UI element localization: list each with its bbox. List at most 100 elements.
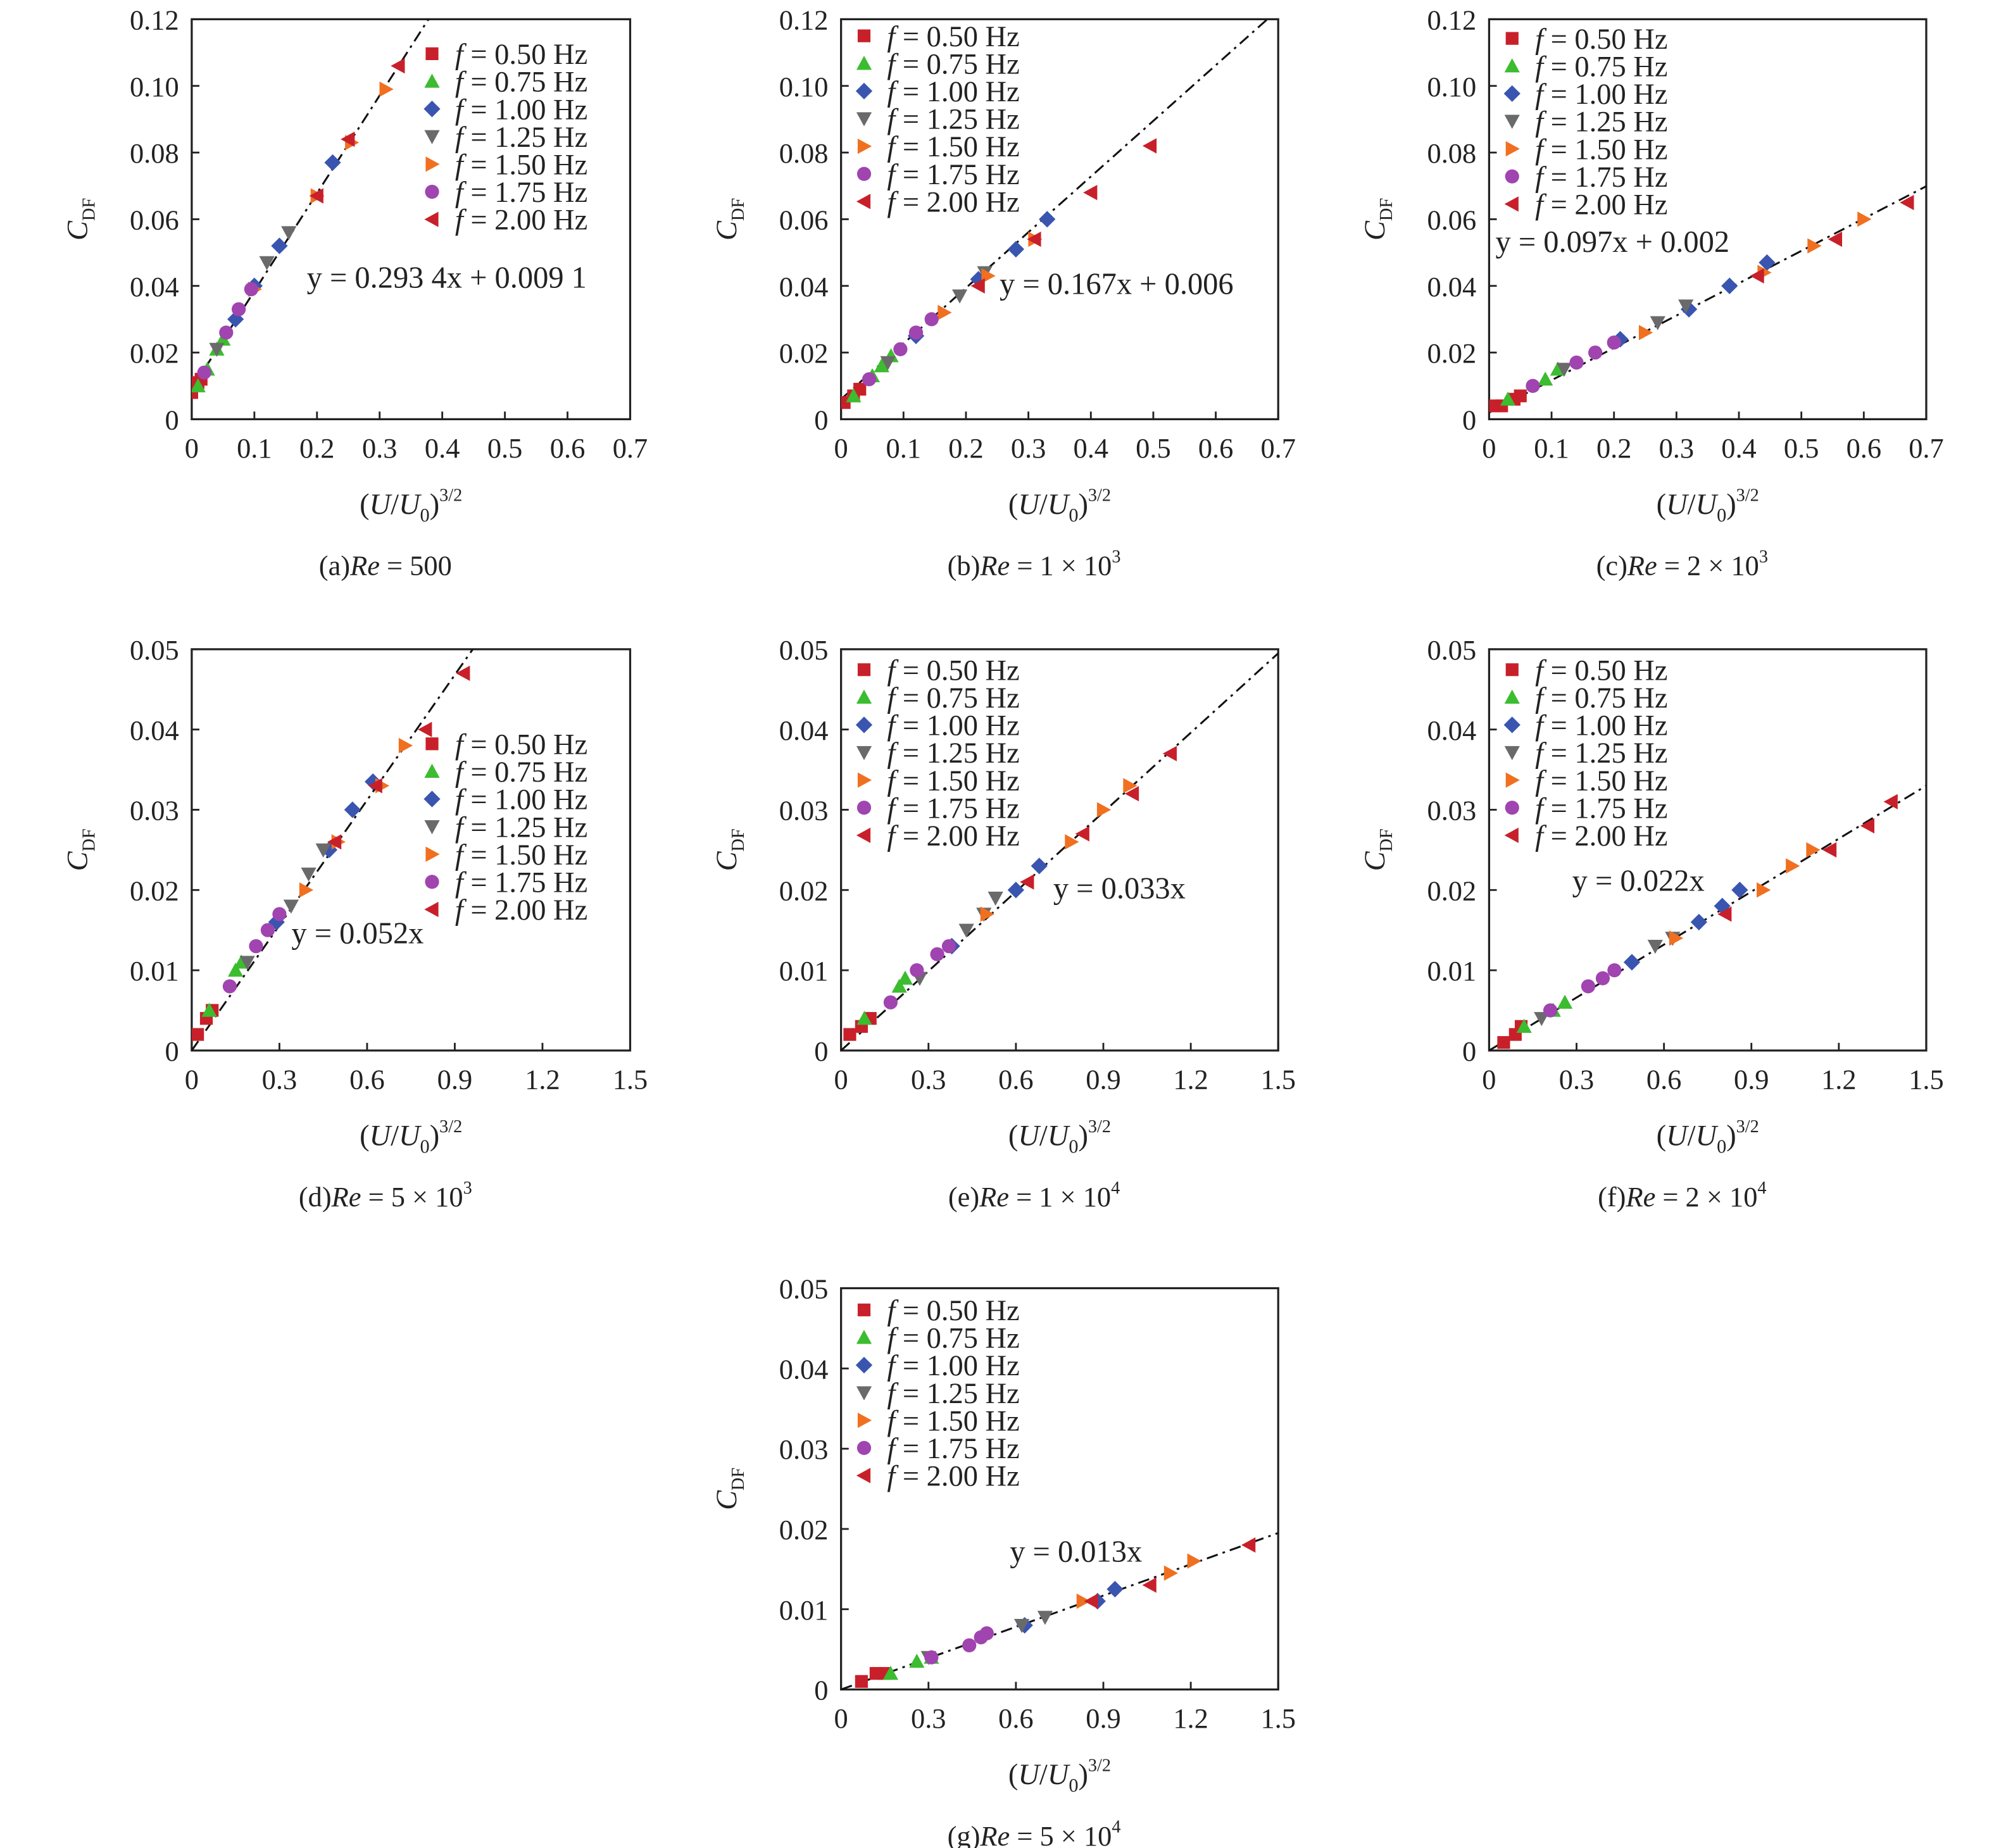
x-axis-label: (U/U0)3/2 (1008, 1756, 1111, 1796)
text-part: = 1.25 Hz (463, 811, 587, 844)
label-text: f = 1.25 Hz (887, 1378, 1019, 1410)
data-point (327, 834, 342, 850)
label-text: f = 1.50 Hz (455, 839, 587, 871)
data-point (893, 342, 908, 356)
text-part: U (399, 1120, 422, 1152)
label-text: f = 0.75 Hz (887, 682, 1019, 715)
text-part: 4 (1757, 1178, 1766, 1198)
series-100 (1612, 254, 1776, 348)
text-part: = 0.50 Hz (1543, 654, 1667, 687)
legend-label: f = 1.25 Hz (455, 811, 587, 844)
y-tick-label: 0.03 (779, 1433, 829, 1465)
text-part: (g) (948, 1820, 981, 1848)
series-050 (843, 1012, 877, 1041)
text-part: / (391, 1120, 399, 1152)
text-part: / (1688, 489, 1696, 521)
data-point (368, 778, 382, 794)
series-175 (197, 282, 258, 380)
x-tick-label: 0.1 (1534, 432, 1569, 464)
text-part: DF (729, 198, 748, 221)
series-175 (883, 939, 956, 1009)
text-part: ( (360, 1120, 369, 1152)
text-part: (f) (1598, 1181, 1626, 1213)
chart-panel-f: 0 0.3 0.6 0.9 1.2 1.500.010.020.030.040.05(U/… (1359, 634, 1944, 1213)
data-point (883, 995, 898, 1009)
y-tick-label: 0.05 (1427, 634, 1476, 666)
text-part: 0 (420, 1135, 430, 1157)
y-axis-label: CDF (61, 198, 99, 240)
text-part: DF (79, 198, 99, 221)
data-point (301, 867, 317, 882)
legend-label: f = 1.75 Hz (455, 177, 587, 209)
x-tick-label: 0.6 (1847, 432, 1882, 464)
data-point (1757, 882, 1771, 898)
legend-marker (424, 130, 440, 144)
chart-panel-b: 0 0.1 0.2 0.3 0.4 0.5 0.6 0.7 0 0.02 0.04 0.06 0.08 0… (711, 4, 1296, 582)
label-text: f = 1.75 Hz (455, 867, 587, 899)
text-part: = 1.50 Hz (895, 1405, 1019, 1437)
label-text: f = 0.50 Hz (455, 39, 587, 71)
y-tick-label: 0.10 (1427, 71, 1476, 103)
text-part: ) (1078, 1759, 1088, 1791)
legend-label: f = 2.00 Hz (887, 1461, 1019, 1493)
chart-panel-d: 0 0.3 0.6 0.9 1.2 1.500.010.020.030.040.05(U/… (61, 634, 648, 1213)
text-part: 3/2 (1736, 486, 1759, 506)
text-part: = 2.00 Hz (463, 204, 587, 237)
legend-label: f = 0.50 Hz (887, 21, 1019, 53)
legend-label: f = 1.00 Hz (887, 710, 1019, 742)
series-125 (239, 843, 331, 970)
text-part: = 0.50 Hz (895, 1295, 1019, 1327)
legend-marker (424, 211, 439, 227)
legend-label: f = 1.50 Hz (887, 765, 1019, 797)
text-part: ) (430, 1120, 439, 1152)
legend-label: f = 1.25 Hz (455, 122, 587, 154)
series-200 (309, 58, 405, 204)
y-tick-label: 0.01 (779, 955, 829, 987)
series-175 (222, 907, 287, 994)
text-part: DF (79, 828, 99, 851)
text-part: ) (430, 489, 439, 521)
data-point (862, 372, 877, 387)
x-tick-label: 0.6 (1646, 1063, 1682, 1095)
text-part: (c) (1596, 550, 1627, 582)
data-point (1822, 842, 1837, 858)
data-point (1142, 1577, 1157, 1593)
data-point (1857, 211, 1872, 227)
data-point (980, 906, 994, 922)
text-part: = 0.75 Hz (1543, 682, 1667, 715)
text-part: = 1.25 Hz (1543, 106, 1667, 139)
label-text: f = 1.75 Hz (1535, 792, 1667, 825)
label-text: f = 0.75 Hz (887, 1323, 1019, 1355)
text-part: = 2.00 Hz (463, 894, 587, 927)
legend-label: f = 0.50 Hz (887, 1295, 1019, 1327)
text-part: = 1 × 10 (1009, 1181, 1111, 1213)
text-part: U (1048, 1120, 1071, 1152)
text-part: 3 (463, 1178, 472, 1198)
data-point (272, 907, 287, 921)
text-part: = 1.75 Hz (895, 1433, 1019, 1465)
legend-marker (424, 763, 440, 778)
text-part: DF (729, 1468, 748, 1490)
text-part: = 1.75 Hz (1543, 161, 1667, 194)
data-point (1806, 842, 1821, 858)
panel-caption: (e)Re = 1 × 104 (948, 1178, 1120, 1213)
legend-label: f = 1.25 Hz (887, 104, 1019, 136)
chart-panel-c: 0 0.1 0.2 0.3 0.4 0.5 0.6 0.7 0 0.02 0.04 0.06 0.08 0… (1359, 4, 1944, 582)
series-200 (970, 138, 1157, 294)
y-tick-label: 0 (1462, 1035, 1476, 1067)
legend-label: f = 1.50 Hz (455, 149, 587, 182)
legend: f = 0.50 Hzf = 0.75 Hzf = 1.00 Hzf = 1.2… (1503, 654, 1667, 852)
text-part: U (1696, 489, 1719, 521)
text-part: = 2.00 Hz (895, 820, 1019, 852)
data-point (1678, 299, 1694, 314)
x-tick-label: 0.6 (349, 1063, 385, 1095)
text-part: DF (1377, 198, 1396, 221)
text-part: Re (331, 1181, 361, 1213)
text-part: 3/2 (1088, 486, 1111, 506)
x-tick-label: 0 (185, 432, 199, 464)
legend-marker (1505, 169, 1519, 184)
legend-marker (856, 56, 872, 70)
series-075 (856, 970, 913, 1025)
legend-label: f = 1.25 Hz (1535, 737, 1667, 770)
legend-label: f = 1.25 Hz (1535, 106, 1667, 139)
